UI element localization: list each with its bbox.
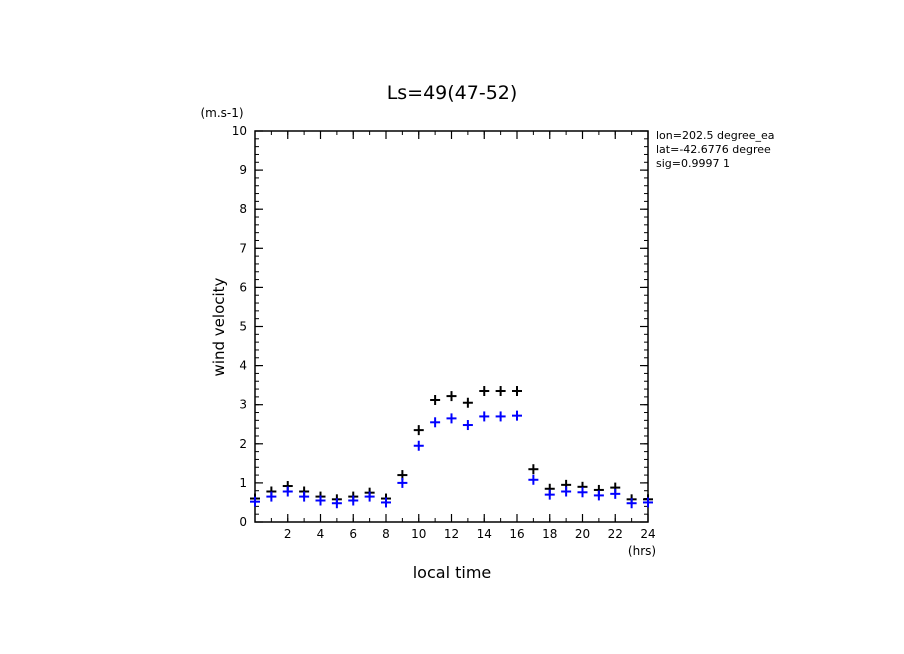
- x-tick-label: 4: [317, 527, 325, 541]
- info-sig: sig=0.9997 1: [656, 157, 730, 170]
- x-tick-label: 20: [575, 527, 590, 541]
- x-axis-label: local time: [413, 563, 492, 582]
- data-point-series-2: [282, 486, 293, 497]
- data-point-series-2: [626, 498, 637, 509]
- data-point-series-2: [413, 440, 424, 451]
- x-tick-label: 22: [608, 527, 623, 541]
- data-point-series-2: [610, 488, 621, 499]
- y-tick-label: 2: [239, 437, 247, 451]
- data-point-series-2: [381, 497, 391, 508]
- x-tick-label: 12: [444, 527, 459, 541]
- data-point-series-2: [266, 491, 277, 502]
- data-point-series-1: [495, 386, 506, 397]
- data-point-series-2: [512, 410, 522, 421]
- data-marks: [250, 386, 653, 509]
- data-point-series-1: [446, 391, 457, 402]
- data-point-series-1: [430, 395, 441, 406]
- plot-frame: [254, 130, 649, 523]
- y-tick-label: 9: [239, 163, 247, 177]
- data-point-series-2: [364, 491, 375, 502]
- y-tick-label: 0: [239, 515, 247, 529]
- y-tick-label: 10: [232, 124, 247, 138]
- x-tick-label: 18: [542, 527, 557, 541]
- x-tick-label: 24: [640, 527, 655, 541]
- y-tick-label: 6: [239, 280, 247, 294]
- data-point-series-2: [331, 498, 342, 509]
- info-lat: lat=-42.6776 degree: [656, 143, 771, 156]
- info-lon: lon=202.5 degree_ea: [656, 129, 775, 142]
- data-point-series-2: [495, 411, 506, 422]
- y-tick-label: 5: [239, 320, 247, 334]
- y-tick-label: 4: [239, 359, 247, 373]
- y-tick-label: 7: [239, 241, 247, 255]
- data-point-series-2: [643, 497, 653, 508]
- data-point-series-2: [250, 496, 260, 507]
- data-point-series-1: [528, 464, 539, 475]
- chart-title: Ls=49(47-52): [387, 82, 518, 104]
- data-point-series-2: [479, 411, 490, 422]
- data-point-series-1: [413, 425, 424, 436]
- data-point-series-1: [479, 386, 490, 397]
- x-unit-label: (hrs): [628, 544, 656, 558]
- data-point-series-2: [397, 477, 408, 488]
- y-tick-label: 1: [239, 476, 247, 490]
- data-point-series-1: [462, 397, 473, 408]
- data-point-series-2: [315, 495, 326, 506]
- data-point-series-2: [528, 474, 539, 485]
- data-point-series-2: [446, 413, 457, 424]
- x-tick-label: 2: [284, 527, 292, 541]
- data-point-series-1: [512, 386, 522, 397]
- x-tick-label: 8: [382, 527, 390, 541]
- y-unit-label: (m.s-1): [200, 106, 243, 120]
- y-axis-label: wind velocity: [210, 277, 228, 376]
- x-tick-label: 14: [477, 527, 492, 541]
- data-point-series-2: [561, 486, 572, 497]
- data-point-series-2: [299, 491, 310, 502]
- data-point-series-2: [462, 420, 473, 431]
- data-point-series-2: [593, 490, 604, 501]
- data-point-series-2: [430, 417, 441, 428]
- y-tick-label: 3: [239, 398, 247, 412]
- y-tick-label: 8: [239, 202, 247, 216]
- info-clip: [780, 125, 904, 175]
- data-point-series-2: [544, 489, 555, 500]
- x-tick-label: 6: [349, 527, 357, 541]
- data-point-series-2: [577, 487, 588, 498]
- x-tick-label: 10: [411, 527, 426, 541]
- data-point-series-2: [348, 495, 359, 506]
- x-tick-label: 16: [509, 527, 524, 541]
